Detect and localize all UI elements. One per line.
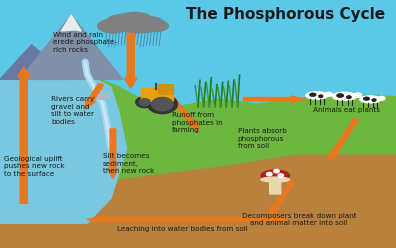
- FancyBboxPatch shape: [158, 85, 173, 94]
- Ellipse shape: [333, 92, 356, 100]
- Polygon shape: [0, 154, 396, 248]
- Ellipse shape: [98, 19, 128, 33]
- Text: The Phosphorous Cycle: The Phosphorous Cycle: [186, 7, 385, 22]
- Text: Rivers carry
gravel and
silt to water
bodies: Rivers carry gravel and silt to water bo…: [51, 96, 95, 124]
- Text: Runoff from
phosphates in
farming: Runoff from phosphates in farming: [172, 112, 223, 133]
- Ellipse shape: [145, 21, 168, 31]
- Text: Silt becomes
sediment,
then new rock: Silt becomes sediment, then new rock: [103, 153, 154, 174]
- Polygon shape: [20, 15, 123, 79]
- FancyArrow shape: [124, 33, 137, 88]
- Ellipse shape: [104, 95, 110, 98]
- Circle shape: [267, 172, 272, 176]
- Circle shape: [136, 97, 153, 108]
- FancyArrow shape: [269, 180, 295, 216]
- FancyBboxPatch shape: [141, 89, 173, 101]
- Ellipse shape: [106, 14, 139, 30]
- Text: Wind and rain
erede phosphate-
rich rocks: Wind and rain erede phosphate- rich rock…: [53, 32, 118, 53]
- Ellipse shape: [378, 96, 385, 100]
- Text: Plants absorb
phosphorous
from soil: Plants absorb phosphorous from soil: [238, 128, 286, 149]
- Circle shape: [278, 174, 284, 177]
- Polygon shape: [0, 72, 396, 179]
- Circle shape: [274, 169, 279, 173]
- Text: Decomposers break down plant
and animal matter into soil: Decomposers break down plant and animal …: [242, 213, 356, 226]
- Ellipse shape: [347, 96, 351, 98]
- FancyArrow shape: [17, 67, 30, 203]
- Ellipse shape: [310, 93, 316, 96]
- Ellipse shape: [364, 97, 369, 100]
- Ellipse shape: [99, 93, 107, 96]
- Ellipse shape: [97, 96, 105, 100]
- Ellipse shape: [119, 22, 158, 33]
- Polygon shape: [0, 74, 127, 223]
- Ellipse shape: [325, 93, 332, 96]
- FancyArrow shape: [108, 129, 118, 179]
- Ellipse shape: [354, 93, 362, 97]
- FancyArrow shape: [329, 118, 359, 161]
- FancyArrow shape: [244, 96, 307, 102]
- FancyArrow shape: [170, 98, 200, 131]
- Text: Animals eat plants: Animals eat plants: [313, 107, 380, 113]
- Polygon shape: [61, 15, 81, 31]
- Circle shape: [147, 95, 177, 114]
- Ellipse shape: [306, 92, 328, 99]
- FancyArrow shape: [85, 84, 103, 109]
- Circle shape: [152, 97, 173, 111]
- Circle shape: [139, 99, 150, 106]
- Ellipse shape: [92, 91, 102, 95]
- Ellipse shape: [337, 94, 343, 97]
- Ellipse shape: [89, 95, 97, 98]
- Text: Geological uplift
pushes new rock
to the surface: Geological uplift pushes new rock to the…: [4, 156, 65, 177]
- Text: Leaching into water bodies from soil: Leaching into water bodies from soil: [117, 226, 248, 232]
- Ellipse shape: [372, 99, 376, 101]
- FancyBboxPatch shape: [270, 178, 281, 194]
- Ellipse shape: [360, 96, 381, 103]
- Ellipse shape: [116, 12, 154, 30]
- Ellipse shape: [133, 17, 164, 31]
- Ellipse shape: [261, 170, 289, 181]
- Ellipse shape: [261, 177, 289, 182]
- FancyArrow shape: [87, 216, 285, 223]
- Polygon shape: [0, 45, 71, 79]
- Ellipse shape: [319, 95, 323, 97]
